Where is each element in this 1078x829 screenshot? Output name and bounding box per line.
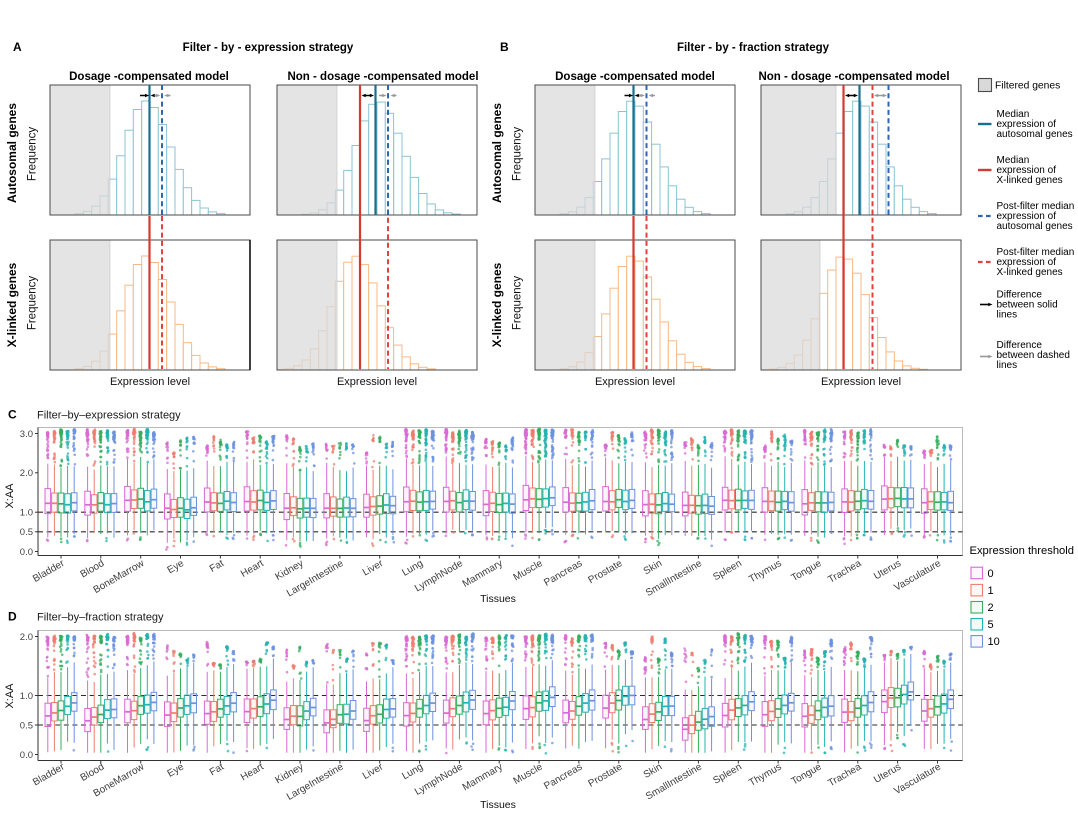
svg-text:lines: lines <box>997 309 1018 320</box>
svg-text:Filter - by - expression strat: Filter - by - expression strategy <box>183 42 354 54</box>
svg-text:Frequency: Frequency <box>512 127 524 182</box>
svg-text:Median: Median <box>997 155 1030 166</box>
svg-text:X-linked genes: X-linked genes <box>490 262 504 347</box>
svg-text:between solid: between solid <box>997 299 1058 310</box>
svg-text:C: C <box>8 408 17 422</box>
svg-text:Tissues: Tissues <box>480 593 516 605</box>
svg-text:autosomal genes: autosomal genes <box>997 129 1073 140</box>
svg-text:expression of: expression of <box>997 119 1057 130</box>
svg-text:Post-filter median: Post-filter median <box>997 201 1075 212</box>
svg-text:Expression level: Expression level <box>595 376 675 388</box>
svg-text:X:AA: X:AA <box>4 483 16 509</box>
svg-text:Expression level: Expression level <box>110 376 190 388</box>
svg-text:Filter–by–fraction strategy: Filter–by–fraction strategy <box>37 612 164 624</box>
svg-text:Expression level: Expression level <box>821 376 901 388</box>
svg-text:Filtered genes: Filtered genes <box>995 81 1060 92</box>
svg-text:1.0: 1.0 <box>20 508 33 519</box>
svg-text:Dosage -compensated model: Dosage -compensated model <box>69 71 229 83</box>
svg-text:Difference: Difference <box>997 290 1043 301</box>
svg-text:Non - dosage -compensated mode: Non - dosage -compensated model <box>758 71 949 83</box>
svg-text:3.0: 3.0 <box>20 429 33 440</box>
svg-text:Frequency: Frequency <box>512 276 524 331</box>
svg-text:X:AA: X:AA <box>4 683 16 709</box>
svg-text:Difference: Difference <box>997 340 1043 351</box>
svg-text:0.0: 0.0 <box>20 750 33 761</box>
svg-text:0.5: 0.5 <box>20 527 33 538</box>
svg-text:X-linked genes: X-linked genes <box>5 262 19 347</box>
svg-text:Median: Median <box>997 109 1030 120</box>
svg-text:Non - dosage -compensated mode: Non - dosage -compensated model <box>287 71 478 83</box>
svg-text:Frequency: Frequency <box>27 276 39 331</box>
svg-text:Post-filter median: Post-filter median <box>997 247 1075 258</box>
svg-text:Expression level: Expression level <box>337 376 417 388</box>
svg-text:Dosage -compensated model: Dosage -compensated model <box>555 71 715 83</box>
svg-text:between dashed: between dashed <box>997 350 1070 361</box>
svg-text:lines: lines <box>997 360 1018 371</box>
svg-text:X-linked genes: X-linked genes <box>997 267 1063 278</box>
svg-text:Filter - by - fraction strateg: Filter - by - fraction strategy <box>677 42 830 54</box>
svg-text:0.0: 0.0 <box>20 547 33 558</box>
svg-text:expression of: expression of <box>997 211 1057 222</box>
svg-text:1.0: 1.0 <box>20 691 33 702</box>
svg-text:2.0: 2.0 <box>20 468 33 479</box>
svg-text:0.5: 0.5 <box>20 720 33 731</box>
svg-text:D: D <box>8 610 17 624</box>
svg-text:Autosomal genes: Autosomal genes <box>490 103 504 203</box>
svg-text:A: A <box>13 40 22 54</box>
svg-text:Autosomal genes: Autosomal genes <box>5 103 19 203</box>
svg-text:autosomal genes: autosomal genes <box>997 221 1073 232</box>
svg-text:X-linked genes: X-linked genes <box>997 175 1063 186</box>
svg-text:expression of: expression of <box>997 257 1057 268</box>
svg-text:Filter–by–expression strategy: Filter–by–expression strategy <box>37 410 181 422</box>
svg-text:B: B <box>500 40 509 54</box>
svg-text:2.0: 2.0 <box>20 632 33 643</box>
svg-text:expression of: expression of <box>997 165 1057 176</box>
svg-text:Frequency: Frequency <box>27 127 39 182</box>
